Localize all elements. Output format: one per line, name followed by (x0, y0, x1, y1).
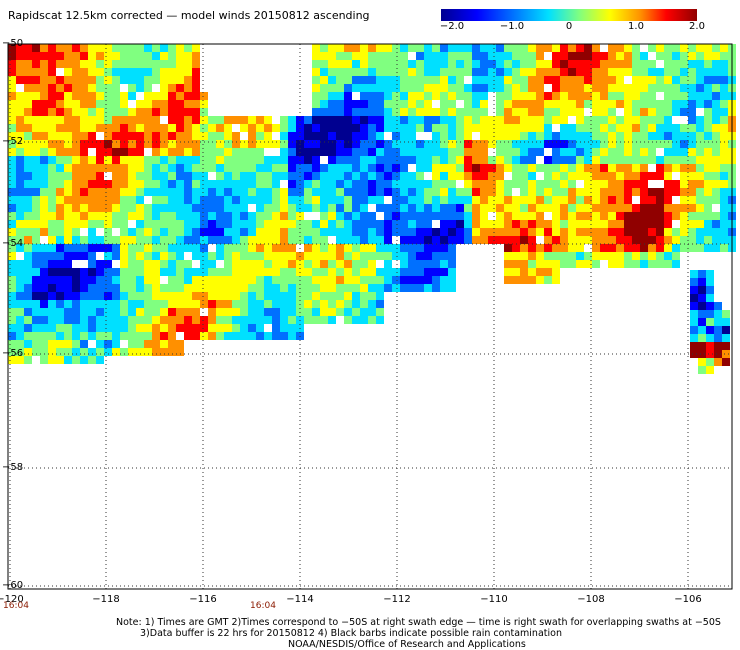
chart-title: Rapidscat 12.5km corrected — model winds… (8, 9, 370, 22)
footnote-line: Note: 1) Times are GMT 2)Times correspon… (116, 617, 721, 628)
lon-label: −108 (577, 594, 605, 605)
lat-label: −60 (2, 580, 24, 591)
lon-label: −106 (674, 594, 702, 605)
swath-time-label: 16:04 (250, 601, 276, 611)
footnote-line: 3)Data buffer is 22 hrs for 20150812 4) … (140, 628, 562, 639)
lat-label: −52 (2, 136, 24, 147)
lat-label: −56 (2, 348, 24, 359)
lon-label: −114 (286, 594, 314, 605)
lat-label: −54 (2, 238, 24, 249)
colorbar-tick: 0 (565, 21, 573, 32)
lat-label: −58 (2, 462, 24, 473)
swath-time-label: 16:04 (3, 601, 29, 611)
wind-swath (8, 44, 736, 374)
lon-label: −116 (189, 594, 217, 605)
colorbar-tick: 1.0 (628, 21, 644, 32)
lon-label: −110 (480, 594, 508, 605)
colorbar-gradient (441, 9, 697, 21)
colorbar-tick: 2.0 (689, 21, 705, 32)
map-gridlines (8, 43, 732, 589)
lon-label: −118 (92, 594, 120, 605)
lat-label: −50 (2, 38, 24, 49)
footnote-line: NOAA/NESDIS/Office of Research and Appli… (288, 639, 526, 650)
lon-label: −112 (383, 594, 411, 605)
lon-label: −120 (0, 594, 24, 605)
map-frame (7, 43, 733, 590)
colorbar-tick: −1.0 (499, 21, 525, 32)
colorbar-tick: −2.0 (439, 21, 465, 32)
colorbar (441, 9, 697, 21)
